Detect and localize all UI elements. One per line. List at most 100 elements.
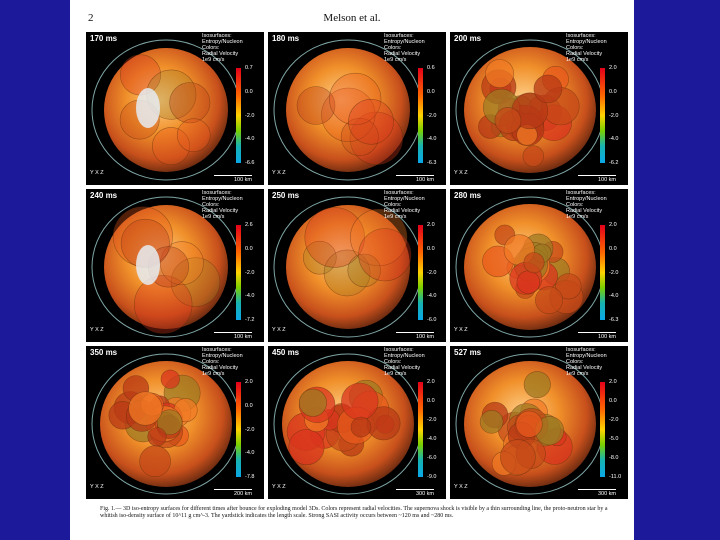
figure-caption: Fig. 1.— 3D iso-entropy surfaces for dif… bbox=[100, 506, 608, 520]
legend-line: Entropy/Nucleon bbox=[202, 353, 243, 359]
colorbar-tick-label: 0.0 bbox=[245, 245, 253, 252]
legend-line: Entropy/Nucleon bbox=[566, 39, 607, 45]
legend-line: Colors: bbox=[202, 202, 220, 208]
legend-line: 1e9 cm/s bbox=[566, 57, 589, 63]
legend-line: Colors: bbox=[384, 202, 402, 208]
legend-line: Radial Velocity bbox=[384, 208, 421, 214]
colorbar-tick-label: -4.0 bbox=[245, 293, 255, 300]
legend-line: Isosurfaces: bbox=[202, 347, 232, 353]
scale-label: 100 km bbox=[597, 177, 616, 183]
legend-line: Radial Velocity bbox=[202, 51, 239, 57]
panel-legend: Isosurfaces: Entropy/Nucleon Colors: Radial… bbox=[384, 190, 425, 220]
colorbar-tick-label: -6.3 bbox=[609, 317, 619, 323]
entropy-isosurface-render bbox=[455, 39, 605, 181]
legend-line: Entropy/Nucleon bbox=[384, 39, 425, 45]
panel-time-label: 450 ms bbox=[272, 348, 300, 357]
legend-line: Colors: bbox=[566, 202, 584, 208]
legend-line: Isosurfaces: bbox=[566, 347, 596, 353]
entropy-isosurface-render bbox=[455, 353, 605, 495]
yardstick-line bbox=[578, 489, 616, 490]
scale-label: 100 km bbox=[415, 334, 434, 340]
colorbar-tick-label: 0.0 bbox=[245, 402, 253, 409]
colorbar-tick-label: -7.8 bbox=[245, 474, 255, 480]
colorbar-tick-label: -11.0 bbox=[609, 474, 622, 480]
yardstick-line bbox=[214, 175, 252, 176]
colorbar-tick-label: -6.2 bbox=[609, 160, 619, 166]
axis-orientation-label: Y X Z bbox=[272, 327, 286, 333]
yardstick-line bbox=[214, 332, 252, 333]
legend-line: 1e9 cm/s bbox=[384, 371, 407, 377]
colorbar-tick-label: -2.0 bbox=[427, 417, 437, 423]
colorbar-tick-label: 0.0 bbox=[427, 88, 435, 95]
axis-orientation-label: Y X Z bbox=[90, 327, 104, 333]
colorbar-tick-label: -2.0 bbox=[245, 269, 255, 276]
entropy-isosurface-render bbox=[273, 196, 423, 338]
panel-legend: Isosurfaces: Entropy/Nucleon Colors: Radial… bbox=[384, 33, 425, 63]
page-number: 2 bbox=[88, 12, 94, 24]
panel-time-label: 180 ms bbox=[272, 34, 300, 43]
simulation-panel: 200 ms Isosurfaces: Entropy/Nucleon Colors:… bbox=[450, 32, 628, 185]
scale-label: 300 km bbox=[597, 491, 616, 497]
simulation-panel: 180 ms Isosurfaces: Entropy/Nucleon Colors:… bbox=[268, 32, 446, 185]
colorbar-tick-label: -2.0 bbox=[245, 112, 255, 119]
panel-legend: Isosurfaces: Entropy/Nucleon Colors: Radial… bbox=[202, 347, 243, 377]
colorbar-tick-label: -4.0 bbox=[609, 136, 619, 143]
legend-line: Isosurfaces: bbox=[202, 190, 232, 196]
colorbar bbox=[418, 382, 423, 477]
yardstick-line bbox=[396, 175, 434, 176]
colorbar bbox=[418, 225, 423, 320]
panel-time-label: 170 ms bbox=[90, 34, 118, 43]
yardstick-line bbox=[396, 489, 434, 490]
colorbar-tick-label: 2.0 bbox=[609, 222, 617, 228]
colorbar-tick-label: 2.0 bbox=[245, 379, 253, 385]
colorbar-tick-label: -9.0 bbox=[427, 474, 437, 480]
panel-legend: Isosurfaces: Entropy/Nucleon Colors: Radial… bbox=[566, 347, 607, 377]
colorbar-tick-label: -2.0 bbox=[245, 426, 255, 433]
colorbar-tick-label: -6.0 bbox=[427, 317, 437, 323]
legend-line: Colors: bbox=[384, 359, 402, 365]
legend-line: 1e9 cm/s bbox=[384, 214, 407, 220]
colorbar bbox=[236, 382, 241, 477]
simulation-panel: 350 ms Isosurfaces: Entropy/Nucleon Colors:… bbox=[86, 346, 264, 499]
colorbar bbox=[600, 382, 605, 477]
legend-line: Entropy/Nucleon bbox=[202, 196, 243, 202]
simulation-panel: 527 ms Isosurfaces: Entropy/Nucleon Colors:… bbox=[450, 346, 628, 499]
colorbar-tick-label: -4.0 bbox=[245, 136, 255, 143]
colorbar-tick-label: -2.0 bbox=[609, 417, 619, 423]
colorbar-tick-label: -2.0 bbox=[427, 269, 437, 276]
axis-orientation-label: Y X Z bbox=[90, 484, 104, 490]
panel-time-label: 280 ms bbox=[454, 191, 482, 200]
legend-line: 1e9 cm/s bbox=[566, 371, 589, 377]
scale-label: 300 km bbox=[415, 491, 434, 497]
panel-legend: Isosurfaces: Entropy/Nucleon Colors: Radial… bbox=[384, 347, 425, 377]
legend-line: Entropy/Nucleon bbox=[384, 353, 425, 359]
legend-line: 1e9 cm/s bbox=[202, 214, 225, 220]
colorbar-tick-label: -8.0 bbox=[609, 455, 619, 461]
axis-orientation-label: Y X Z bbox=[272, 484, 286, 490]
paper-page: 2 Melson et al. 170 ms Isosurfaces: Entrop… bbox=[70, 0, 634, 540]
legend-line: Isosurfaces: bbox=[566, 33, 596, 39]
colorbar-tick-label: -2.0 bbox=[609, 269, 619, 276]
colorbar-tick-label: -4.0 bbox=[427, 136, 437, 143]
axis-orientation-label: Y X Z bbox=[454, 327, 468, 333]
simulation-panel: 450 ms Isosurfaces: Entropy/Nucleon Colors:… bbox=[268, 346, 446, 499]
colorbar-tick-label: -4.0 bbox=[245, 450, 255, 457]
legend-line: Radial Velocity bbox=[566, 208, 603, 214]
legend-line: 1e9 cm/s bbox=[384, 57, 407, 63]
legend-line: Colors: bbox=[384, 45, 402, 51]
legend-line: Radial Velocity bbox=[384, 365, 421, 371]
colorbar-tick-label: 0.6 bbox=[427, 65, 435, 71]
simulation-panel: 250 ms Isosurfaces: Entropy/Nucleon Colors:… bbox=[268, 189, 446, 342]
legend-line: Radial Velocity bbox=[202, 365, 239, 371]
legend-line: Isosurfaces: bbox=[566, 190, 596, 196]
scale-label: 100 km bbox=[415, 177, 434, 183]
legend-line: Entropy/Nucleon bbox=[202, 39, 243, 45]
entropy-isosurface-render bbox=[91, 196, 241, 338]
colorbar-tick-label: 2.0 bbox=[427, 222, 435, 228]
colorbar-tick-label: 0.0 bbox=[245, 88, 253, 95]
axis-orientation-label: Y X Z bbox=[272, 170, 286, 176]
colorbar-tick-label: 0.0 bbox=[609, 245, 617, 252]
entropy-isosurface-render bbox=[91, 39, 241, 181]
panel-time-label: 250 ms bbox=[272, 191, 300, 200]
legend-line: Radial Velocity bbox=[566, 365, 603, 371]
